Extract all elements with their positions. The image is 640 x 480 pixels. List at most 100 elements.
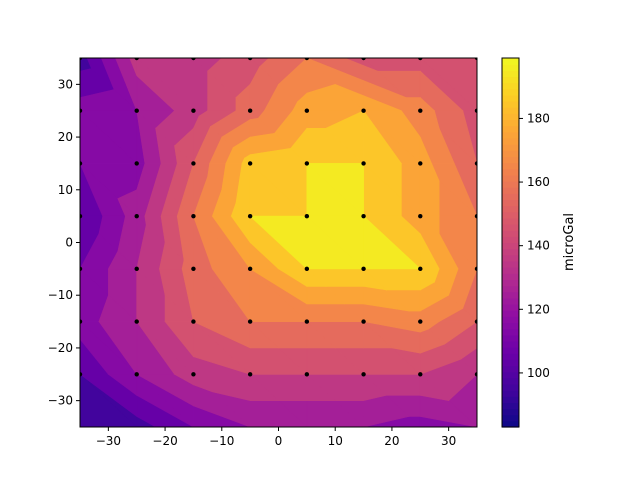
station-point — [304, 213, 310, 219]
colorbar-segment — [502, 76, 519, 84]
y-axis: −30 −20 −10 0 10 20 30 — [48, 77, 80, 408]
colorbar-segment — [502, 125, 519, 133]
colorbar-segment — [502, 88, 519, 96]
station-point — [134, 161, 139, 166]
colorbar-segment — [502, 383, 519, 391]
colorbar-segment — [502, 174, 519, 182]
contour-fill-layer — [80, 58, 477, 427]
station-point — [134, 266, 139, 272]
station-point — [134, 58, 139, 61]
colorbar-segment — [502, 70, 519, 78]
colorbar-segment — [502, 181, 519, 188]
colorbar-segment — [502, 168, 519, 176]
station-point — [247, 372, 253, 377]
station-point — [247, 161, 253, 166]
colorbar-segment — [502, 58, 519, 65]
colorbar-label: microGal — [562, 213, 577, 271]
colorbar-segment — [502, 119, 519, 127]
station-point — [80, 266, 83, 272]
x-axis: −30 −20 −10 0 10 20 30 — [96, 427, 456, 448]
station-point — [134, 372, 139, 377]
colorbar-segment — [502, 267, 519, 274]
y-tick-label: 0 — [65, 236, 73, 250]
colorbar-segment — [502, 365, 519, 373]
colorbar-segment — [502, 187, 519, 194]
colorbar-segment — [502, 230, 519, 237]
colorbar-segment — [502, 248, 519, 256]
colorbar-segment — [502, 340, 519, 348]
station-point — [191, 319, 196, 324]
colorbar-segment — [502, 347, 519, 354]
colorbar-segment — [502, 334, 519, 342]
colorbar-segment — [502, 359, 519, 367]
colorbar-tick-label: 180 — [527, 111, 550, 125]
colorbar-segment — [502, 64, 519, 71]
y-tick-label: 10 — [58, 183, 73, 197]
station-point — [80, 213, 83, 219]
colorbar-segment — [502, 371, 519, 379]
colorbar-frame — [501, 57, 520, 428]
station-point — [304, 108, 310, 113]
x-tick-label: 30 — [441, 434, 456, 448]
station-point — [247, 108, 253, 113]
colorbar-segment — [502, 162, 519, 170]
colorbar-segment — [502, 150, 519, 157]
colorbar-tick-label: 120 — [527, 302, 550, 316]
colorbar-segment — [502, 285, 519, 293]
station-point — [304, 58, 310, 61]
y-tick-label: −10 — [48, 288, 73, 302]
station-point — [134, 319, 139, 324]
colorbar-segment — [502, 310, 519, 317]
x-tick-label: 0 — [275, 434, 283, 448]
colorbar-segment — [502, 107, 519, 114]
x-tick-label: −10 — [209, 434, 234, 448]
contour-band — [80, 58, 477, 427]
x-tick-label: −30 — [96, 434, 121, 448]
colorbar-tick-label: 160 — [527, 175, 550, 189]
contour-band — [211, 84, 459, 312]
station-point — [191, 213, 196, 219]
colorbar-segment — [502, 353, 519, 360]
station-point — [418, 266, 423, 272]
station-point — [474, 213, 477, 219]
colorbar-segment — [502, 224, 519, 231]
station-point — [361, 266, 366, 272]
station-point — [474, 58, 477, 61]
station-point — [361, 213, 366, 219]
x-tick-label: 20 — [384, 434, 399, 448]
station-point — [80, 161, 83, 166]
contour-band — [192, 58, 477, 333]
station-point — [361, 58, 366, 61]
station-point — [361, 161, 366, 166]
plot-area — [79, 57, 478, 428]
y-tick-label: −30 — [48, 394, 73, 408]
station-point — [134, 108, 139, 113]
station-point — [191, 161, 196, 166]
colorbar-segment — [502, 328, 519, 336]
colorbar-segment — [502, 137, 519, 145]
station-point — [304, 161, 310, 166]
y-tick-label: −20 — [48, 341, 73, 355]
colorbar-segment — [502, 279, 519, 287]
station-point — [80, 319, 83, 324]
station-point — [191, 108, 196, 113]
colorbar-segment — [502, 82, 519, 90]
colorbar-segment — [502, 420, 519, 428]
colorbar: 100 120 140 160 180 microGal — [501, 57, 577, 428]
station-point — [80, 108, 83, 113]
station-point — [191, 58, 196, 61]
colorbar-segment — [502, 101, 519, 108]
station-point — [247, 266, 253, 272]
station-point — [191, 266, 196, 272]
colorbar-segment — [502, 273, 519, 280]
colorbar-segment — [502, 291, 519, 299]
colorbar-segment — [502, 217, 519, 225]
colorbar-segment — [502, 297, 519, 305]
colorbar-gradient — [502, 58, 519, 428]
colorbar-segment — [502, 390, 519, 397]
colorbar-segment — [502, 260, 519, 268]
station-point — [361, 319, 366, 324]
station-point — [361, 372, 366, 377]
colorbar-segment — [502, 144, 519, 151]
